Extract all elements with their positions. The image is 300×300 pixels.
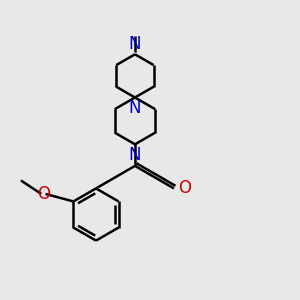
Text: N: N — [129, 146, 141, 164]
Text: O: O — [37, 185, 50, 203]
Text: N: N — [129, 35, 141, 53]
Text: O: O — [178, 179, 191, 197]
Text: N: N — [129, 99, 141, 117]
